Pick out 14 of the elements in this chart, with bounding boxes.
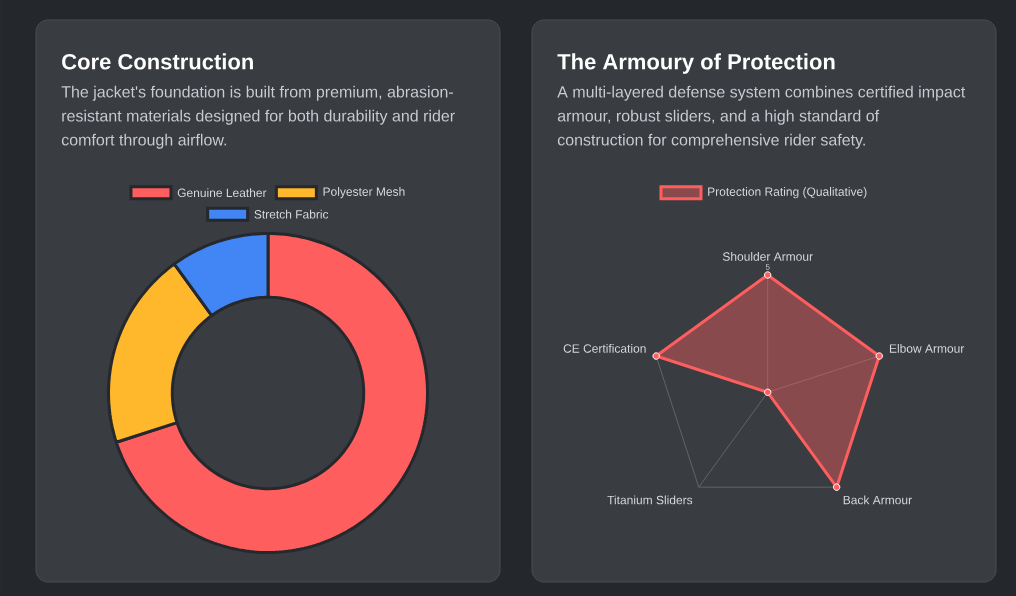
chart-title: The Armoury of Protection: [557, 53, 835, 74]
legend-label: Stretch Fabric: [254, 209, 329, 219]
legend-label: Protection Rating (Qualitative): [708, 187, 867, 199]
chart-title: Core Construction: [62, 53, 253, 70]
spoke-label: Shoulder Armour: [722, 251, 813, 261]
chart-subtitle: A multi-layered defense system combines certified impact armour, robust sliders, and a high standard of construction for comprehensive rider safety.: [557, 85, 966, 149]
chart-subtitle: The jacket's foundation is built from premium, abrasion-resistant materials designed for both durability and rider comfort through airflow.: [61, 85, 455, 149]
legend-label: Polyester Mesh: [323, 187, 405, 199]
spoke-label: Titanium Sliders: [607, 495, 693, 505]
legend-label: Genuine Leather: [177, 188, 267, 198]
spoke-label: CE Certification: [563, 343, 646, 353]
spoke-label: Back Armour: [843, 495, 912, 505]
text: 5: [765, 264, 770, 270]
spoke-label: Elbow Armour: [889, 343, 965, 353]
